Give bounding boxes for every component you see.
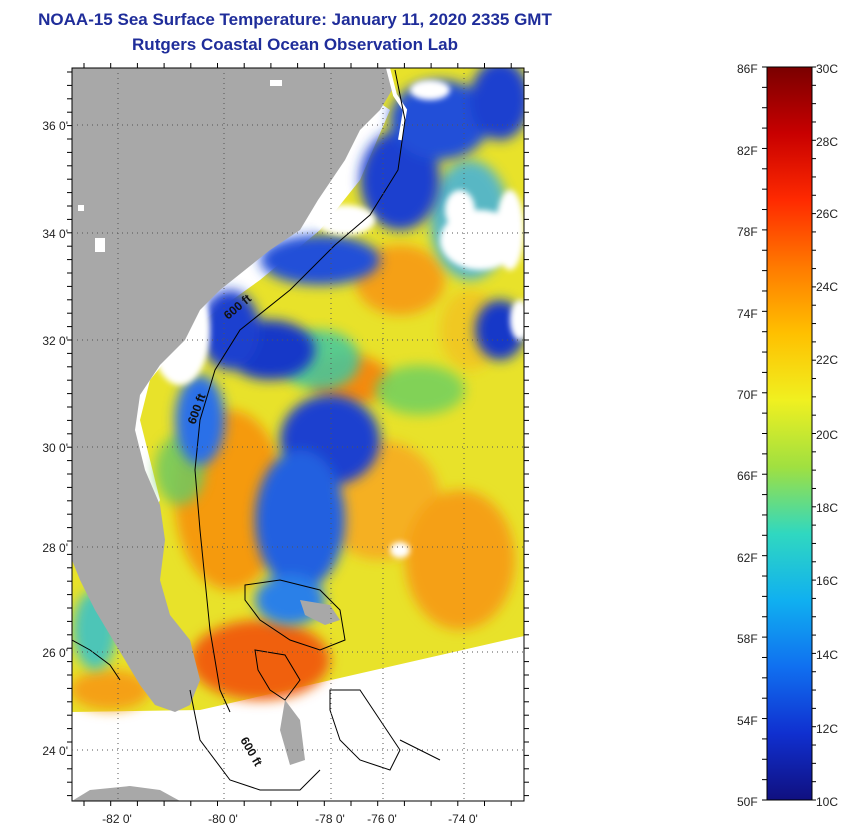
- colorbar-c-label: 12C: [816, 722, 839, 736]
- lat-label: 34 0': [42, 227, 68, 241]
- colorbar-c-label: 20C: [816, 428, 839, 442]
- colorbar-c-label: 30C: [816, 62, 839, 76]
- colorbar-f-label: 86F: [737, 62, 758, 76]
- colorbar-f-label: 62F: [737, 551, 758, 565]
- colorbar-f-label: 82F: [737, 144, 758, 158]
- colorbar-f-label: 50F: [737, 795, 758, 809]
- lon-label: -74 0': [448, 812, 478, 826]
- colorbar-c-label: 24C: [816, 280, 839, 294]
- land-southeast-us: [72, 68, 392, 712]
- colorbar-c-label: 16C: [816, 574, 839, 588]
- lon-label: -76 0': [367, 812, 397, 826]
- lat-label: 30 0': [42, 441, 68, 455]
- bahamas-islands: [280, 600, 340, 765]
- colorbar-c-label: 10C: [816, 795, 839, 809]
- lat-label: 36 0': [42, 119, 68, 133]
- lat-label: 26 0': [42, 646, 68, 660]
- isobath-contours: [72, 69, 441, 791]
- colorbar-c-label: 22C: [816, 353, 839, 367]
- colorbar-f-label: 66F: [737, 469, 758, 483]
- colorbar-f-label: 70F: [737, 388, 758, 402]
- colorbar-f-label: 74F: [737, 307, 758, 321]
- colorbar-f-label: 58F: [737, 632, 758, 646]
- lat-label: 24 0': [42, 744, 68, 758]
- lat-label: 28 0': [42, 541, 68, 555]
- colorbar-c-label: 26C: [816, 207, 839, 221]
- colorbar-c-label: 14C: [816, 648, 839, 662]
- colorbar: [766, 66, 813, 801]
- colorbar-f-label: 78F: [737, 225, 758, 239]
- colorbar-c-label: 18C: [816, 501, 839, 515]
- colorbar-f-label: 54F: [737, 714, 758, 728]
- lat-label: 32 0': [42, 334, 68, 348]
- lon-label: -82 0': [102, 812, 132, 826]
- colorbar-c-label: 28C: [816, 135, 839, 149]
- map-subtitle: Rutgers Coastal Ocean Observation Lab: [132, 35, 458, 54]
- lon-label: -78 0': [315, 812, 345, 826]
- map-title: NOAA-15 Sea Surface Temperature: January…: [38, 10, 552, 29]
- lon-label: -80 0': [208, 812, 238, 826]
